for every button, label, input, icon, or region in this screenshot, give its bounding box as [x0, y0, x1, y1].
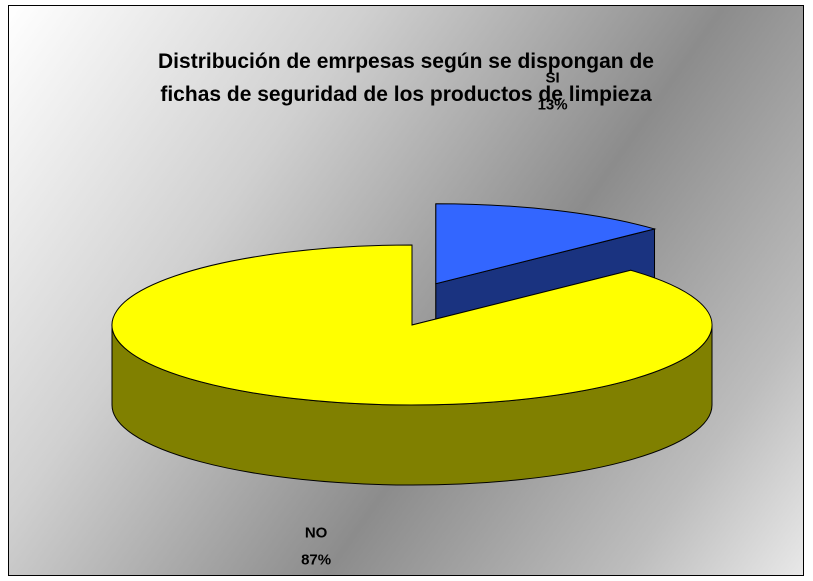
slice [435, 203, 657, 285]
chart-title: Distribución de emrpesas según se dispon… [158, 50, 654, 106]
value-label: 87% [301, 551, 331, 568]
value-label: 13% [538, 96, 568, 113]
slice [111, 244, 713, 406]
slice-label: SI [545, 69, 559, 86]
slice-label: NO [305, 524, 328, 541]
